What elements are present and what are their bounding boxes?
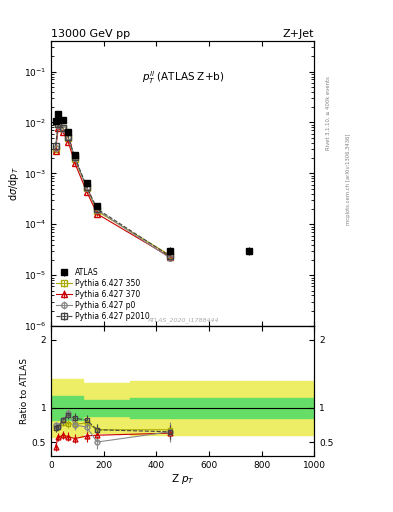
- Text: mcplots.cern.ch [arXiv:1306.3436]: mcplots.cern.ch [arXiv:1306.3436]: [346, 134, 351, 225]
- Text: ATLAS_2020_I1788444: ATLAS_2020_I1788444: [147, 317, 219, 323]
- Legend: ATLAS, Pythia 6.427 350, Pythia 6.427 370, Pythia 6.427 p0, Pythia 6.427 p2010: ATLAS, Pythia 6.427 350, Pythia 6.427 37…: [55, 267, 151, 322]
- Text: $p_T^{ll}$ (ATLAS Z+b): $p_T^{ll}$ (ATLAS Z+b): [141, 70, 224, 86]
- Text: 13000 GeV pp: 13000 GeV pp: [51, 29, 130, 39]
- X-axis label: Z $p_T$: Z $p_T$: [171, 472, 195, 486]
- Text: Z+Jet: Z+Jet: [283, 29, 314, 39]
- Y-axis label: d$\sigma$/dp$_T$: d$\sigma$/dp$_T$: [7, 166, 21, 201]
- Y-axis label: Ratio to ATLAS: Ratio to ATLAS: [20, 358, 29, 424]
- Text: Rivet 3.1.10, ≥ 400k events: Rivet 3.1.10, ≥ 400k events: [326, 76, 331, 150]
